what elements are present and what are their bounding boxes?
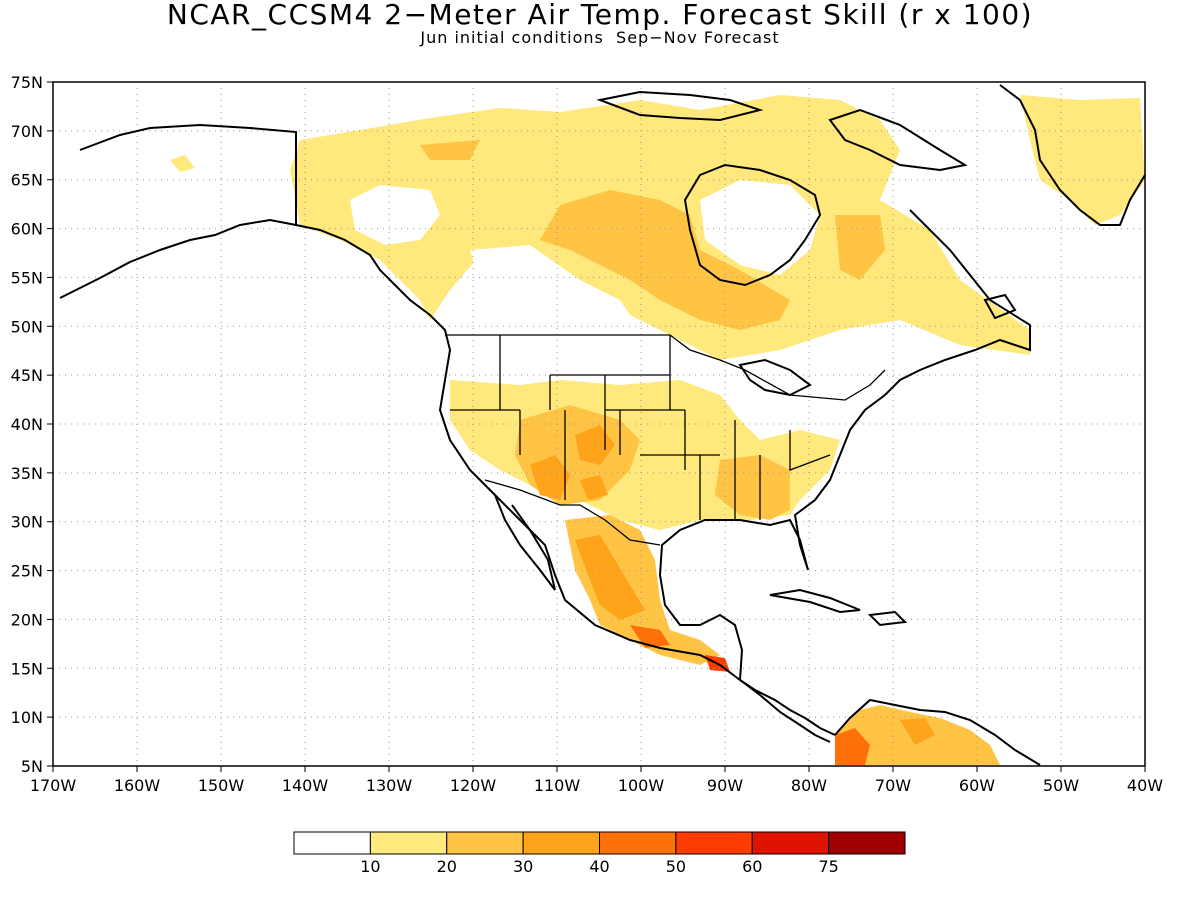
skill-region-arctic [420, 140, 480, 160]
coastlines [59, 84, 1146, 766]
map-subtitle: Jun initial conditions Sep−Nov Forecast [420, 28, 780, 47]
lon-tick-label: 160W [114, 776, 161, 795]
colorbar-label: 10 [360, 857, 380, 876]
lat-tick-label: 50N [11, 317, 43, 336]
coastline-greenland [999, 84, 1146, 226]
colorbar-label: 40 [589, 857, 609, 876]
coastline-great-lakes [738, 358, 812, 397]
colorbar-swatch [828, 831, 906, 855]
colorbar-label: 50 [666, 857, 686, 876]
lon-tick-label: 70W [875, 776, 911, 795]
lat-tick-label: 35N [11, 464, 43, 483]
coastline-hispaniola [867, 610, 908, 627]
skill-region-southeast [715, 455, 790, 520]
coastline-south-america [834, 698, 1041, 766]
lon-tick-label: 150W [198, 776, 245, 795]
colorbar-label: 75 [818, 857, 838, 876]
coastline-newfoundland [983, 293, 1017, 320]
border-us-mexico [484, 479, 661, 546]
coastline-arctic-islands [596, 90, 764, 122]
lon-tick-label: 130W [366, 776, 413, 795]
lat-tick-label: 30N [11, 513, 43, 532]
skill-region-labrador [835, 215, 885, 280]
graticule [53, 82, 1145, 766]
colorbar-swatch [446, 831, 524, 855]
colorbar-swatch [675, 831, 753, 855]
skill-region-mexico-inner [575, 535, 645, 620]
skill-hole-prairies [470, 245, 640, 330]
skill-region-nm-south [580, 475, 608, 500]
skill-hole-yukon [350, 185, 440, 245]
lat-tick-label: 75N [11, 73, 43, 92]
border-us-canada [445, 334, 886, 401]
longitude-labels: 170W 160W 150W 140W 130W 120W 110W 100W 90W 80W 70… [30, 766, 1163, 795]
latitude-labels: 75N 70N 65N 60N 55N 50N 45N 40N 35N 30N 25N 20N 15N 1… [11, 73, 53, 776]
lon-tick-label: 60W [959, 776, 995, 795]
lat-tick-label: 55N [11, 268, 43, 287]
coastline-cuba [769, 588, 861, 614]
lat-tick-label: 15N [11, 659, 43, 678]
lon-tick-label: 90W [707, 776, 743, 795]
lon-tick-label: 120W [450, 776, 497, 795]
skill-region-mexico-south [630, 625, 670, 648]
colorbar-swatch [751, 831, 830, 855]
lon-tick-label: 170W [30, 776, 77, 795]
colorbar-swatch [599, 831, 677, 855]
skill-region-greenland [1020, 95, 1145, 225]
colorbar-label: 30 [513, 857, 533, 876]
lat-tick-label: 45N [11, 366, 43, 385]
skill-region-hudson [540, 190, 790, 330]
lon-tick-label: 80W [791, 776, 827, 795]
coastline-baja [494, 494, 556, 591]
lat-tick-label: 60N [11, 220, 43, 239]
lon-tick-label: 100W [618, 776, 665, 795]
lat-tick-label: 40N [11, 415, 43, 434]
colorbar-swatch [369, 831, 448, 855]
colorbar: 10 20 30 40 50 60 75 [293, 831, 906, 876]
map-title: NCAR_CCSM4 2−Meter Air Temp. Forecast Sk… [166, 0, 1034, 31]
skill-hole-quebec [700, 180, 820, 275]
lat-tick-label: 20N [11, 610, 43, 629]
colorbar-label: 20 [437, 857, 457, 876]
coastline-gulf-east [658, 209, 1031, 681]
skill-region-arizona [530, 455, 570, 500]
skill-region-venezuela [900, 718, 935, 745]
lat-tick-label: 10N [11, 708, 43, 727]
lon-tick-label: 110W [534, 776, 581, 795]
lat-tick-label: 65N [11, 171, 43, 190]
lat-tick-label: 5N [21, 757, 43, 776]
lon-tick-label: 50W [1043, 776, 1079, 795]
coastline-hudson-bay [683, 163, 822, 287]
skill-region-colombia [835, 728, 870, 765]
coastline-alaska [59, 218, 297, 299]
coastline-central-america [739, 679, 836, 736]
colorbar-swatch [522, 831, 600, 855]
coastline-baffin [828, 108, 968, 172]
skill-region-alaska [170, 155, 195, 172]
us-state-lines [450, 335, 831, 520]
skill-shading [170, 95, 1145, 765]
colorbar-label: 60 [742, 857, 762, 876]
lon-tick-label: 40W [1127, 776, 1163, 795]
lat-tick-label: 25N [11, 562, 43, 581]
political-borders [295, 132, 886, 546]
lon-tick-label: 140W [282, 776, 329, 795]
lat-tick-label: 70N [11, 122, 43, 141]
colorbar-swatch [293, 831, 371, 855]
